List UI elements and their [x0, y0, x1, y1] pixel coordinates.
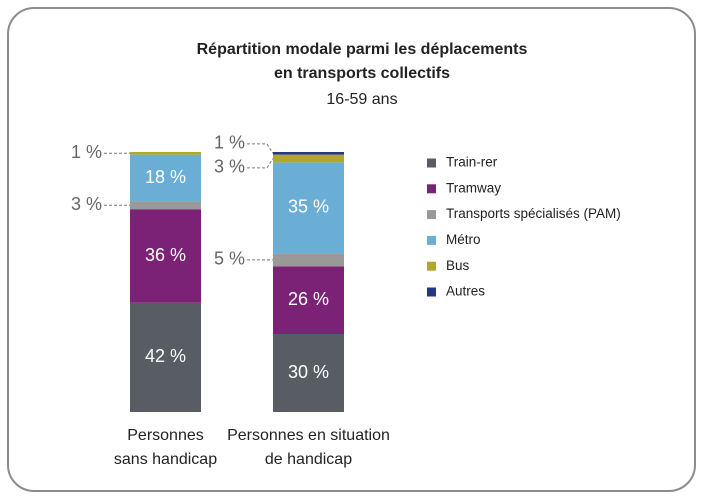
bar-segment: [130, 201, 201, 210]
chart-title: en transports collectifs: [274, 65, 450, 82]
x-tick-label: de handicap: [265, 451, 352, 468]
legend-swatch: [427, 158, 436, 168]
value-label: 3 %: [71, 194, 102, 214]
bar-segment: [273, 253, 344, 267]
value-label: 35 %: [288, 197, 329, 217]
bar-segment: [273, 154, 344, 163]
value-label: 26 %: [288, 289, 329, 309]
legend-swatch: [427, 235, 436, 245]
legend-label: Autres: [446, 284, 485, 299]
leader-line: [247, 158, 274, 169]
x-tick-label: Personnes en situation: [227, 427, 390, 444]
value-label: 30 %: [288, 362, 329, 382]
value-label: 3 %: [214, 157, 245, 177]
bar-segment: [130, 209, 201, 303]
value-label: 1 %: [214, 133, 245, 153]
legend-label: Train-rer: [446, 155, 498, 170]
value-label: 42 %: [145, 346, 186, 366]
bar-segment: [130, 152, 201, 155]
x-tick-label: Personnes: [127, 427, 204, 444]
legend-label: Métro: [446, 232, 481, 247]
value-label: 18 %: [145, 167, 186, 187]
leader-line: [247, 143, 274, 154]
legend-swatch: [427, 184, 436, 194]
bar-segment: [130, 154, 201, 202]
bar-segment: [273, 266, 344, 334]
chart-subtitle: 16-59 ans: [326, 91, 397, 108]
value-label: 1 %: [71, 142, 102, 162]
legend-swatch: [427, 261, 436, 271]
legend-label: Transports spécialisés (PAM): [446, 206, 621, 221]
legend-swatch: [427, 210, 436, 220]
bar-segment: [273, 152, 344, 155]
x-tick-label: sans handicap: [114, 451, 217, 468]
bar-segment: [273, 162, 344, 254]
bar-segment: [130, 302, 201, 412]
legend-label: Bus: [446, 258, 470, 273]
legend-label: Tramway: [446, 180, 501, 195]
bar-segment: [273, 334, 344, 412]
chart-title: Répartition modale parmi les déplacement…: [197, 41, 528, 58]
value-label: 5 %: [214, 249, 245, 269]
value-label: 36 %: [145, 245, 186, 265]
legend-swatch: [427, 287, 436, 297]
